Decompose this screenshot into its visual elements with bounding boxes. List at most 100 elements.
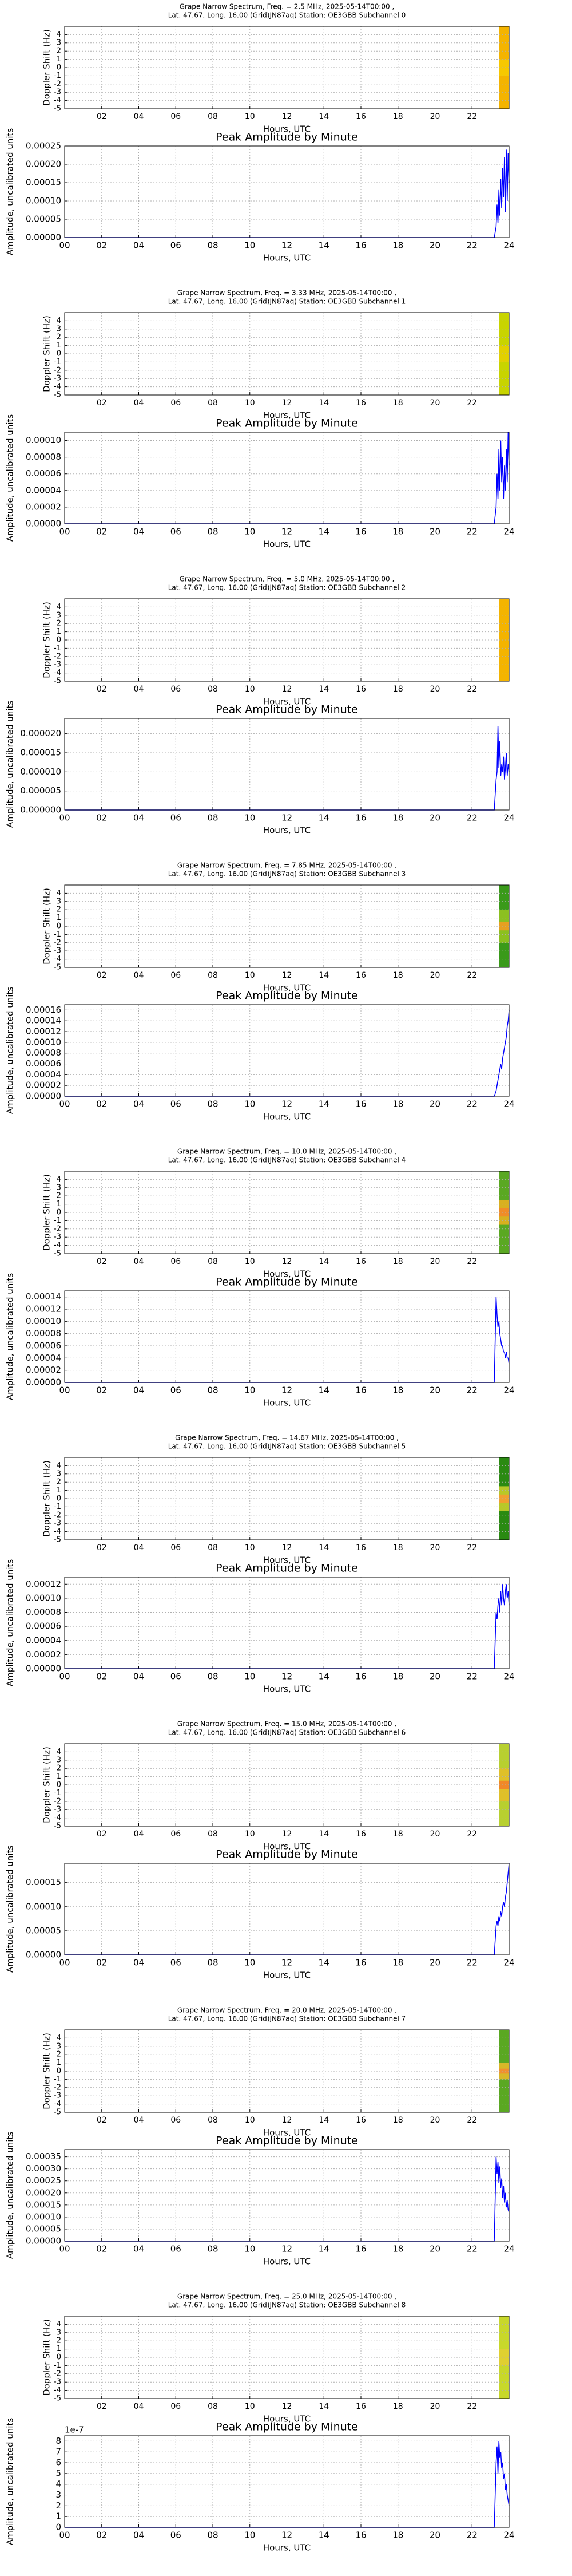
x-axis-label: Hours, UTC: [263, 2414, 311, 2424]
x-tick-label: 14: [319, 2244, 329, 2254]
x-tick-label: 04: [134, 398, 144, 408]
line-panel: Peak Amplitude by Minute 00 02 04 06 08 10 12 14…: [5, 2132, 515, 2267]
x-tick-label: 14: [319, 813, 329, 823]
x-tick-label: 08: [207, 2244, 218, 2254]
y-tick-label: 2: [55, 2500, 61, 2511]
x-tick-label: 24: [503, 527, 514, 537]
x-tick-label: 02: [97, 2116, 107, 2125]
x-tick-label: 16: [355, 1385, 366, 1396]
y-tick-label: 0.00006: [26, 468, 61, 479]
y-tick-label: 0.00000: [26, 1950, 61, 1960]
x-tick-label: 00: [59, 2244, 70, 2254]
x-tick-label: 16: [356, 1543, 366, 1552]
chart-title: Lat. 47.67, Long. 16.00 (Grid)JN87aq) St…: [168, 1729, 406, 1737]
x-tick-label: 04: [133, 1385, 144, 1396]
x-tick-label: 12: [281, 2244, 292, 2254]
x-tick-label: 10: [244, 813, 255, 823]
x-tick-label: 08: [207, 1385, 218, 1396]
y-tick-label: 0.00030: [26, 2163, 61, 2174]
x-tick-label: 20: [430, 2402, 440, 2411]
x-tick-label: 24: [503, 1385, 514, 1396]
y-tick-label: -3: [54, 661, 61, 669]
x-tick-label: 08: [208, 2116, 218, 2125]
y-tick-label: 0.00015: [26, 177, 61, 188]
y-tick-label: 0.00008: [26, 452, 61, 462]
x-tick-label: 12: [282, 2116, 292, 2125]
x-tick-label: 04: [133, 240, 144, 251]
y-tick-label: -3: [54, 374, 61, 383]
chart-title: Grape Narrow Spectrum, Freq. = 10.0 MHz,…: [177, 1148, 396, 1156]
heatmap-cell: [499, 59, 509, 76]
x-tick-label: 22: [467, 2402, 477, 2411]
x-tick-label: 20: [430, 971, 440, 980]
x-tick-label: 18: [393, 112, 403, 121]
x-tick-label: 18: [392, 2244, 403, 2254]
x-tick-label: 10: [244, 1385, 255, 1396]
x-tick-label: 02: [97, 685, 107, 694]
x-tick-label: 06: [170, 1672, 181, 1682]
chart-title: Lat. 47.67, Long. 16.00 (Grid)JN87aq) St…: [168, 1156, 406, 1164]
y-tick-label: 0.00000: [26, 2236, 61, 2246]
y-tick-label: 2: [57, 619, 61, 628]
chart-title: Peak Amplitude by Minute: [216, 1562, 358, 1575]
chart-title: Peak Amplitude by Minute: [216, 704, 358, 716]
y-tick-label: -1: [54, 2075, 61, 2084]
x-tick-label: 16: [355, 1672, 366, 1682]
x-tick-label: 12: [282, 112, 292, 121]
x-tick-label: 18: [393, 1543, 403, 1552]
y-tick-label: -3: [54, 947, 61, 955]
y-axis-label: Doppler Shift (Hz): [42, 2033, 52, 2109]
x-tick-label: 18: [393, 398, 403, 408]
y-tick-label: 1: [57, 627, 61, 636]
x-tick-label: 04: [134, 1830, 144, 1839]
y-tick-label: 2: [57, 906, 61, 914]
x-axis-label: Hours, UTC: [263, 983, 311, 993]
y-tick-label: 0.00006: [26, 1341, 61, 1351]
y-axis-label: Amplitude, uncalibrated units: [5, 128, 15, 256]
x-tick-label: 04: [134, 1257, 144, 1266]
y-tick-label: -2: [54, 366, 61, 374]
x-tick-label: 20: [430, 398, 440, 408]
heatmap-panel: Grape Narrow Spectrum, Freq. = 3.33 MHz,…: [42, 289, 510, 421]
x-tick-label: 12: [281, 1385, 292, 1396]
x-tick-label: 10: [244, 1672, 255, 1682]
y-axis-label: Doppler Shift (Hz): [42, 888, 52, 965]
x-tick-label: 00: [59, 1385, 70, 1396]
y-tick-label: 0: [55, 2522, 61, 2532]
x-tick-label: 24: [503, 1958, 514, 1968]
x-tick-label: 06: [170, 1830, 181, 1839]
y-tick-label: 2: [57, 1192, 61, 1200]
x-tick-label: 00: [59, 1958, 70, 1968]
y-tick-label: 0.00014: [26, 1016, 61, 1026]
x-tick-label: 22: [467, 1099, 478, 1109]
chart-title: Lat. 47.67, Long. 16.00 (Grid)JN87aq) St…: [168, 2301, 406, 2309]
x-tick-label: 02: [96, 2244, 107, 2254]
line-panel: Peak Amplitude by Minute 00 02 04 06 08 10 12 14…: [5, 1846, 515, 1981]
x-axis-label: Hours, UTC: [263, 410, 311, 421]
x-tick-label: 04: [134, 685, 144, 694]
x-tick-label: 12: [281, 240, 292, 251]
chart-title: Grape Narrow Spectrum, Freq. = 2.5 MHz, …: [180, 3, 395, 11]
line-panel: Peak Amplitude by Minute 00 02 04 06 08 10 12 14…: [5, 701, 515, 836]
y-tick-label: 0.00000: [26, 1377, 61, 1388]
x-tick-label: 08: [207, 240, 218, 251]
chart-title: Peak Amplitude by Minute: [216, 131, 358, 144]
x-tick-label: 10: [245, 112, 255, 121]
axes-frame: [64, 26, 510, 109]
x-tick-label: 02: [96, 2530, 107, 2541]
x-tick-label: 06: [170, 2116, 181, 2125]
x-tick-label: 22: [467, 398, 477, 408]
y-tick-label: 0: [57, 1208, 61, 1217]
axes-frame: [64, 1171, 510, 1254]
x-tick-label: 16: [355, 1958, 366, 1968]
y-tick-label: 4: [55, 2479, 61, 2489]
x-axis-label: Hours, UTC: [263, 1684, 311, 1694]
x-tick-label: 10: [244, 1958, 255, 1968]
x-tick-label: 22: [467, 1672, 478, 1682]
y-tick-label: -5: [54, 2108, 61, 2117]
heatmap-panel: Grape Narrow Spectrum, Freq. = 10.0 MHz,…: [42, 1148, 510, 1279]
heatmap-panel: Grape Narrow Spectrum, Freq. = 7.85 MHz,…: [42, 862, 510, 993]
axes-frame: [64, 1863, 510, 1955]
x-tick-label: 06: [170, 527, 181, 537]
x-tick-label: 02: [97, 398, 107, 408]
